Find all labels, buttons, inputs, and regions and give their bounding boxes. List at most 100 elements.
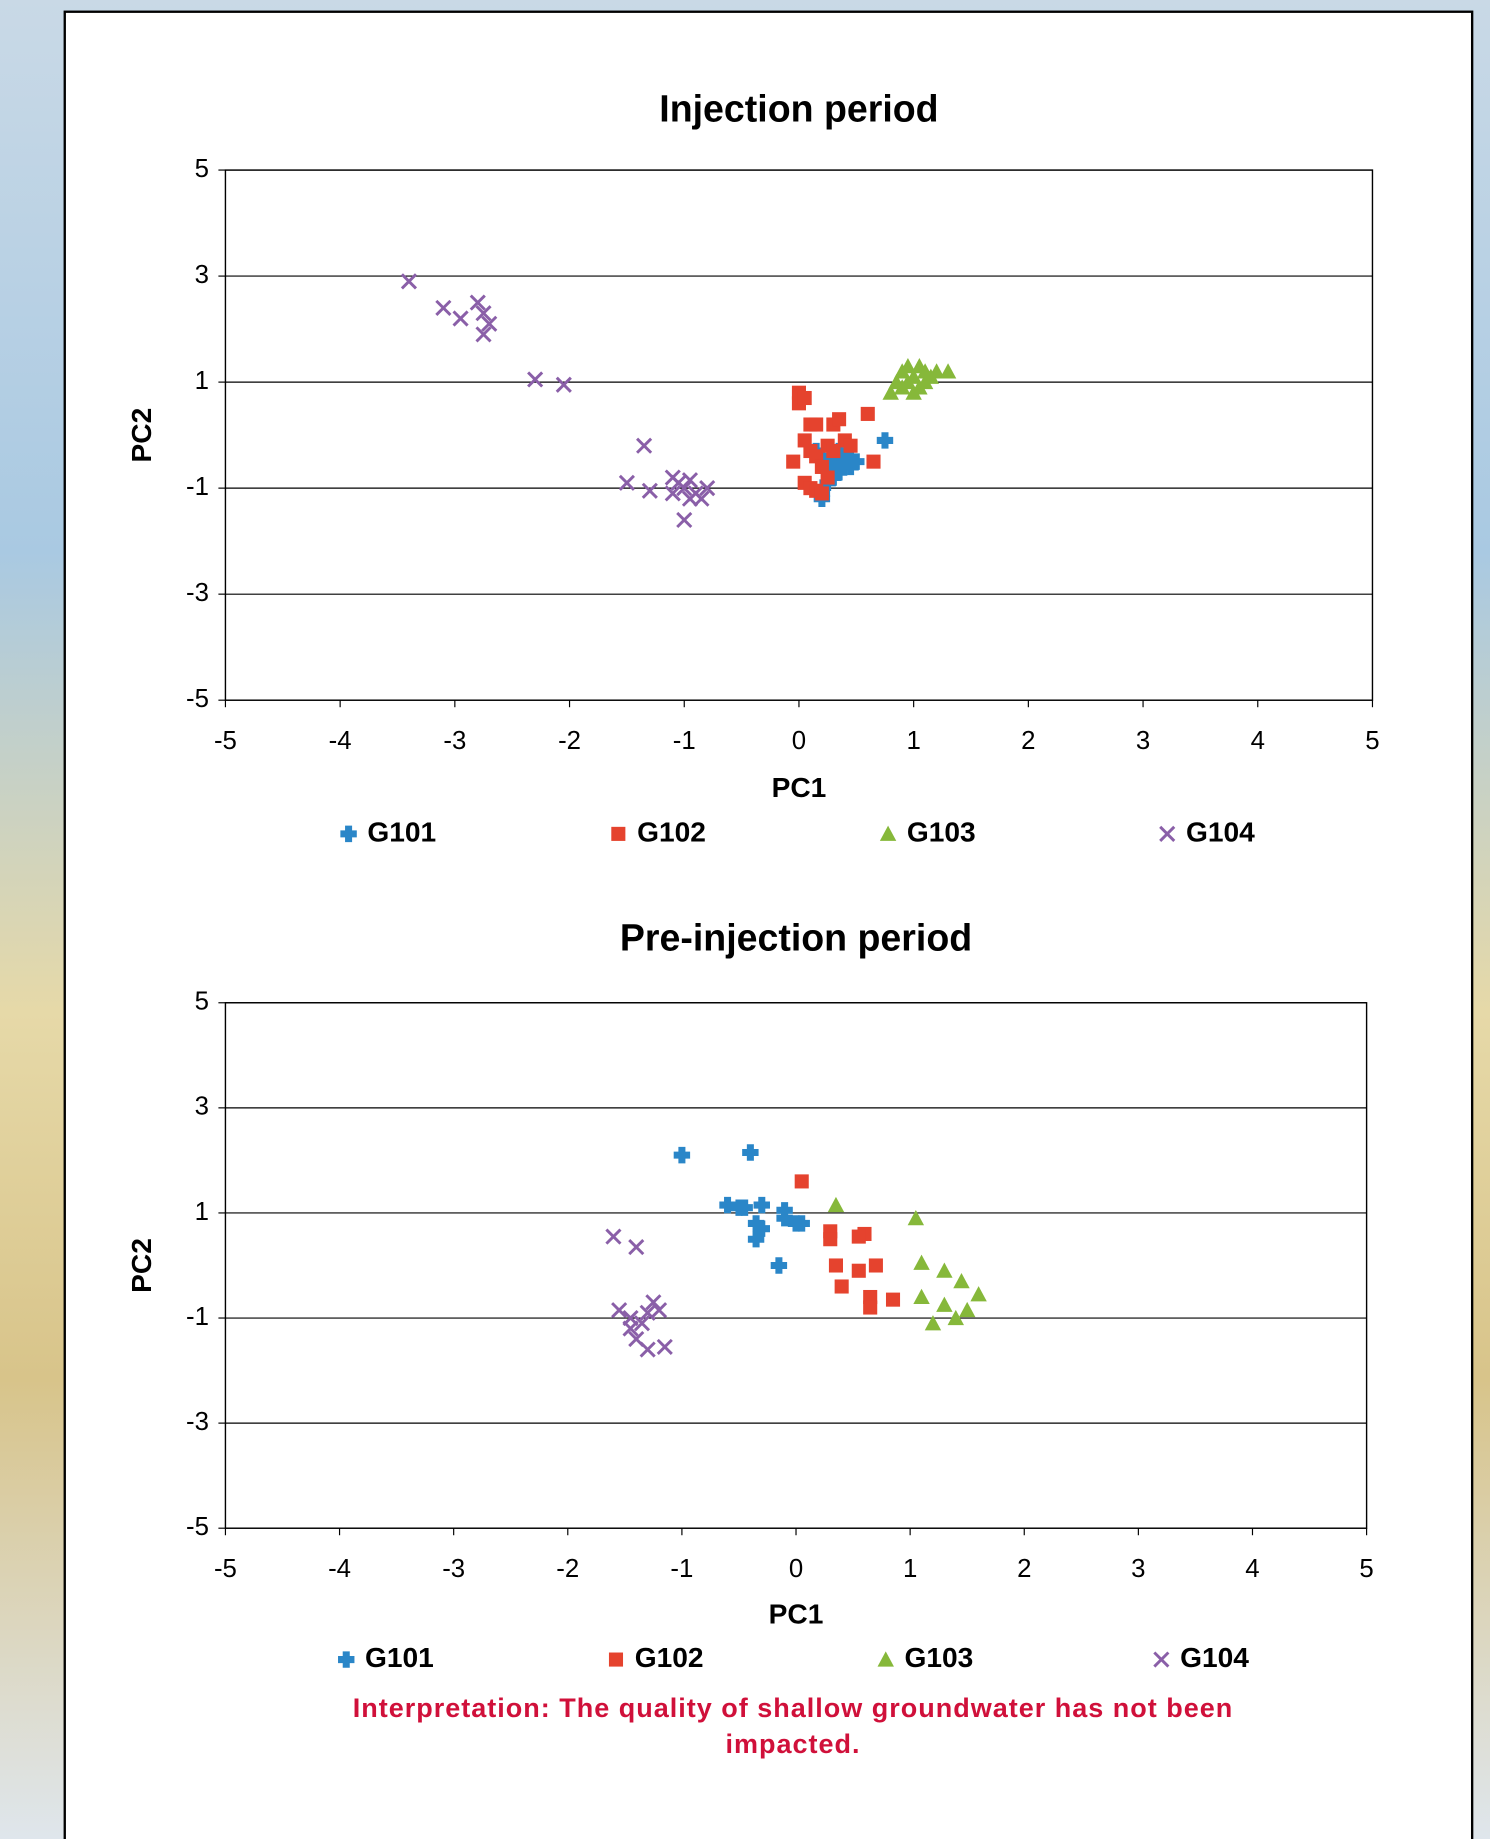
x-tick-label: 0 <box>792 727 806 755</box>
x-tick-label: -3 <box>442 1555 465 1583</box>
y-tick-label: 5 <box>195 988 209 1016</box>
chart-title: Pre-injection period <box>620 917 972 959</box>
point <box>475 326 492 343</box>
point <box>899 373 917 390</box>
legend-marker <box>611 826 626 841</box>
point <box>693 490 710 507</box>
point <box>605 1228 622 1245</box>
x-tick-label: -1 <box>673 727 696 755</box>
point <box>820 470 835 485</box>
point <box>958 1301 976 1318</box>
point <box>843 438 858 453</box>
x-axis-label: PC1 <box>769 1599 824 1630</box>
point <box>851 1229 866 1244</box>
legend-label: G102 <box>635 1642 704 1673</box>
y-tick-label: -3 <box>186 579 209 607</box>
x-tick-label: -1 <box>670 1555 693 1583</box>
y-tick-label: -1 <box>186 473 209 501</box>
point <box>828 1258 843 1273</box>
point <box>676 511 693 529</box>
point <box>797 433 812 448</box>
chart-title: Injection period <box>659 87 938 129</box>
plot-frame <box>224 1002 1368 1529</box>
panel <box>63 10 1474 1839</box>
x-tick-label: -2 <box>558 727 581 755</box>
x-tick-label: 1 <box>903 1555 917 1583</box>
point <box>842 450 859 468</box>
point <box>611 1302 628 1319</box>
point <box>645 1294 662 1311</box>
point <box>882 384 899 400</box>
legend-marker <box>608 1652 624 1667</box>
legend-marker <box>1153 1651 1170 1668</box>
legend-marker <box>877 1651 894 1667</box>
point <box>786 454 801 469</box>
point <box>481 315 498 332</box>
point <box>747 1215 765 1232</box>
y-axis-label: PC2 <box>126 1238 157 1293</box>
point <box>823 1232 838 1247</box>
point <box>664 485 681 502</box>
x-axis-label: PC1 <box>772 772 827 803</box>
point <box>656 1338 673 1356</box>
point <box>618 474 635 491</box>
point <box>673 1146 691 1164</box>
point <box>753 1196 770 1214</box>
point <box>913 1288 930 1305</box>
point <box>639 1341 656 1358</box>
point <box>826 443 841 459</box>
legend-label: G101 <box>367 816 436 847</box>
point <box>851 1263 866 1278</box>
x-tick-label: -5 <box>214 1555 237 1583</box>
point <box>876 432 894 449</box>
x-tick-label: 5 <box>1365 727 1379 755</box>
x-tick-label: -3 <box>443 727 466 755</box>
legend-label: G102 <box>637 816 706 847</box>
point <box>681 472 699 489</box>
point <box>814 459 829 474</box>
point <box>814 486 829 501</box>
point <box>641 482 658 499</box>
x-tick-label: 3 <box>1136 727 1150 755</box>
point <box>885 1292 901 1307</box>
point <box>924 1315 942 1331</box>
point <box>936 1296 953 1312</box>
point <box>936 1262 953 1278</box>
point <box>913 1254 930 1270</box>
point <box>970 1286 987 1302</box>
point <box>435 299 452 316</box>
point <box>452 310 469 327</box>
y-tick-label: -5 <box>186 685 209 713</box>
point <box>947 1309 964 1326</box>
x-tick-label: -4 <box>329 727 352 755</box>
point <box>868 1258 883 1273</box>
point <box>834 1279 849 1294</box>
point <box>527 371 544 388</box>
plot-frame <box>224 169 1374 701</box>
legend-marker <box>1159 825 1176 842</box>
x-tick-label: 0 <box>789 1555 803 1583</box>
point <box>776 1209 793 1227</box>
y-tick-label: -1 <box>186 1303 209 1331</box>
point <box>866 454 881 469</box>
legend-label: G104 <box>1186 816 1255 847</box>
x-tick-label: -2 <box>556 1555 579 1583</box>
point <box>928 363 945 379</box>
point <box>953 1273 970 1289</box>
x-tick-label: -5 <box>214 727 237 755</box>
y-tick-label: -5 <box>186 1513 209 1541</box>
y-tick-label: 3 <box>195 1093 209 1121</box>
point <box>827 1196 845 1213</box>
x-tick-label: 2 <box>1021 727 1035 755</box>
point <box>916 373 934 390</box>
point <box>747 1231 765 1248</box>
x-tick-label: -4 <box>328 1555 351 1583</box>
point <box>622 1320 639 1337</box>
point <box>699 480 716 497</box>
point <box>794 1174 809 1189</box>
y-tick-label: 5 <box>195 155 209 183</box>
point <box>475 305 492 322</box>
legend-marker <box>338 1651 355 1668</box>
